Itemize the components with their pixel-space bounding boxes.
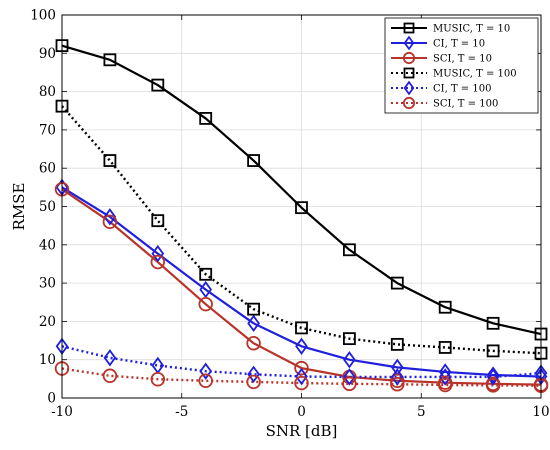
data-point-s5-5 bbox=[294, 375, 309, 391]
y-tick-label: 80 bbox=[39, 84, 56, 100]
data-point-s1-3 bbox=[199, 280, 213, 299]
y-tick-label: 10 bbox=[39, 352, 56, 368]
data-point-s2-1 bbox=[102, 214, 118, 230]
data-point-s4-6 bbox=[343, 368, 356, 386]
series-line-3 bbox=[61, 105, 542, 355]
y-tick-label: 20 bbox=[39, 314, 56, 330]
data-point-s3-5 bbox=[295, 321, 308, 335]
data-point-s3-4 bbox=[247, 302, 261, 316]
y-tick-label: 50 bbox=[39, 199, 56, 215]
data-point-s1-2 bbox=[151, 244, 165, 263]
data-point-s4-8 bbox=[438, 368, 452, 386]
x-tick-label: 0 bbox=[297, 404, 306, 420]
data-point-s0-2 bbox=[151, 78, 165, 92]
data-point-s1-5 bbox=[295, 337, 308, 355]
legend-marker-3 bbox=[403, 67, 415, 79]
legend-marker-4 bbox=[403, 80, 415, 96]
data-point-s5-3 bbox=[198, 373, 213, 388]
legend-marker-0 bbox=[403, 22, 415, 34]
data-point-s0-9 bbox=[486, 316, 500, 330]
data-point-s4-9 bbox=[486, 368, 500, 386]
data-point-s4-3 bbox=[199, 362, 213, 380]
data-point-s5-6 bbox=[342, 376, 357, 392]
data-point-s0-3 bbox=[199, 112, 213, 125]
x-tick-label: 10 bbox=[532, 404, 549, 420]
y-tick-label: 60 bbox=[39, 161, 56, 177]
legend-label-5: SCI, T = 100 bbox=[433, 99, 498, 110]
data-point-s5-4 bbox=[246, 374, 261, 390]
y-tick-label: 100 bbox=[30, 8, 56, 24]
data-point-s0-6 bbox=[342, 243, 356, 257]
legend-label-1: CI, T = 10 bbox=[433, 39, 485, 50]
series-line-0 bbox=[61, 44, 542, 336]
legend-label-3: MUSIC, T = 100 bbox=[433, 69, 517, 80]
x-tick-label: 5 bbox=[417, 404, 426, 420]
data-point-s4-5 bbox=[295, 367, 308, 386]
x-tick-label: -10 bbox=[51, 404, 73, 420]
x-axis-label: SNR [dB] bbox=[266, 422, 338, 440]
data-point-s3-7 bbox=[390, 337, 404, 351]
data-point-s2-2 bbox=[150, 254, 166, 270]
data-point-s4-7 bbox=[390, 368, 404, 386]
data-point-s2-5 bbox=[294, 360, 309, 376]
legend-marker-5 bbox=[402, 96, 416, 110]
legend: MUSIC, T = 10 CI, T = 10 SCI, T = 10 MUSIC,… bbox=[384, 17, 539, 114]
data-point-s3-6 bbox=[342, 332, 356, 346]
data-point-s3-8 bbox=[438, 341, 452, 354]
series-markers bbox=[54, 39, 549, 393]
y-tick-label: 40 bbox=[39, 237, 56, 253]
data-point-s5-9 bbox=[485, 378, 501, 393]
legend-label-4: CI, T = 100 bbox=[433, 84, 491, 95]
y-tick-label: 70 bbox=[39, 122, 56, 138]
data-point-s3-1 bbox=[103, 154, 117, 167]
y-tick-label: 90 bbox=[39, 46, 56, 62]
legend-label-2: SCI, T = 10 bbox=[433, 54, 492, 65]
data-point-s5-7 bbox=[390, 376, 405, 392]
data-point-s3-3 bbox=[199, 267, 213, 281]
legend-marker-1 bbox=[403, 35, 415, 51]
data-point-s5-8 bbox=[437, 377, 453, 393]
data-point-s1-4 bbox=[247, 314, 260, 332]
data-point-s0-4 bbox=[247, 154, 261, 167]
data-point-s0-8 bbox=[438, 300, 452, 314]
data-point-s0-7 bbox=[390, 276, 404, 290]
legend-marker-2 bbox=[402, 51, 416, 65]
data-point-s1-1 bbox=[103, 208, 117, 226]
y-tick-label: 30 bbox=[39, 276, 56, 292]
data-point-s2-3 bbox=[198, 296, 213, 312]
data-point-s3-9 bbox=[486, 344, 500, 358]
data-point-s0-1 bbox=[103, 53, 117, 67]
x-tick-label: -5 bbox=[175, 404, 188, 420]
data-point-s1-6 bbox=[343, 351, 356, 369]
series-line-1 bbox=[61, 186, 542, 378]
data-point-s2-4 bbox=[246, 336, 261, 351]
data-point-s4-1 bbox=[103, 349, 117, 367]
data-point-s4-4 bbox=[247, 365, 260, 383]
data-point-s3-2 bbox=[151, 214, 165, 228]
data-point-s5-1 bbox=[102, 368, 118, 384]
y-axis-label: RMSE bbox=[10, 183, 28, 231]
y-tick-label: 0 bbox=[47, 391, 56, 407]
data-point-s0-5 bbox=[295, 201, 308, 215]
legend-label-0: MUSIC, T = 10 bbox=[433, 24, 510, 35]
data-point-s5-2 bbox=[150, 372, 166, 387]
data-point-s1-9 bbox=[486, 366, 500, 384]
